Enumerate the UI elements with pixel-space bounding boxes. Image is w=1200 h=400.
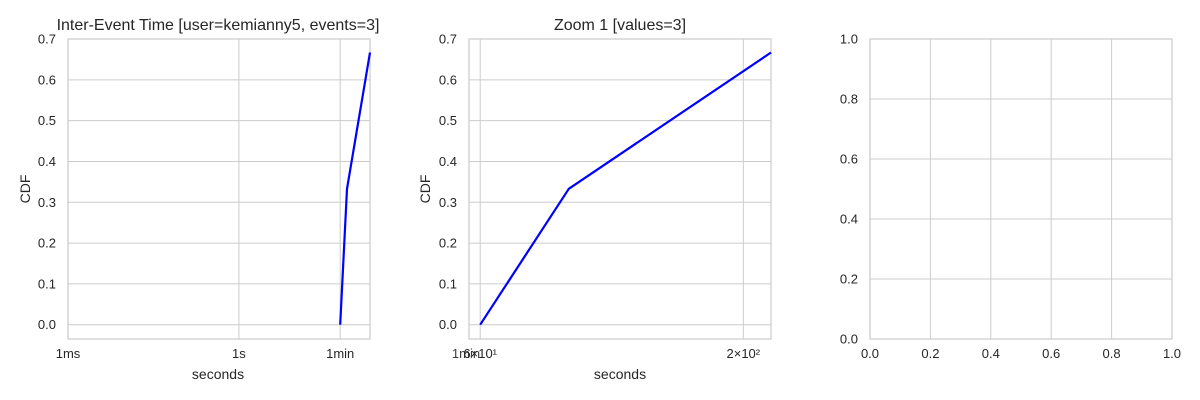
x-tick-labels-2: 6×10¹ 2×10² bbox=[463, 346, 760, 361]
x-tick-label: 0.4 bbox=[982, 346, 1000, 361]
y-axis-label-1: CDF bbox=[17, 175, 33, 204]
y-tick-label: 0.0 bbox=[439, 317, 457, 332]
y-tick-label: 0.0 bbox=[840, 332, 858, 347]
y-tick-label: 0.0 bbox=[38, 317, 56, 332]
x-tick-label: 1min bbox=[326, 346, 354, 361]
series-layer-2 bbox=[479, 51, 772, 326]
x-tick-labels-1: 1ms 1s 1min bbox=[56, 346, 355, 361]
panel-inter-event-time: 0.0 0.1 0.2 0.3 0.4 0.5 0.6 0.7 1ms 1s 1min Inter… bbox=[17, 17, 379, 382]
panel-empty: 0.0 0.2 0.4 0.6 0.8 1.0 0.0 0.2 0.4 0.6 0.8 1.0 bbox=[840, 32, 1181, 362]
plot-frame-2 bbox=[468, 38, 772, 340]
plot-frame-3 bbox=[869, 38, 1173, 340]
y-tick-label: 0.5 bbox=[38, 113, 56, 128]
y-tick-label: 0.2 bbox=[439, 236, 457, 251]
chart-title-2: Zoom 1 [values=3] bbox=[554, 17, 686, 34]
grid-lines-1 bbox=[67, 38, 370, 339]
y-tick-label: 0.6 bbox=[840, 152, 858, 167]
y-tick-label: 0.1 bbox=[38, 276, 56, 291]
y-tick-label: 0.3 bbox=[38, 195, 56, 210]
x-axis-label-1: seconds bbox=[192, 366, 244, 382]
y-tick-label: 0.6 bbox=[439, 72, 457, 87]
y-axis-label-2: CDF bbox=[417, 175, 433, 204]
grid-lines-2 bbox=[469, 38, 771, 339]
x-tick-label-overlap: 1min bbox=[452, 346, 480, 361]
y-tick-label: 0.2 bbox=[38, 236, 56, 251]
x-tick-label: 6×10¹ bbox=[463, 346, 497, 361]
y-tick-label: 0.6 bbox=[38, 72, 56, 87]
x-tick-label: 1ms bbox=[56, 346, 81, 361]
y-tick-label: 0.7 bbox=[439, 32, 457, 47]
panel-zoom-1: 0.0 0.1 0.2 0.3 0.4 0.5 0.6 0.7 6×10¹ 2×10² 1min… bbox=[417, 17, 772, 382]
x-tick-label: 0.6 bbox=[1042, 346, 1060, 361]
chart-title-1: Inter-Event Time [user=kemianny5, events… bbox=[57, 17, 380, 34]
y-tick-label: 0.1 bbox=[439, 276, 457, 291]
y-tick-label: 0.3 bbox=[439, 195, 457, 210]
cdf-series-line bbox=[339, 52, 372, 325]
y-tick-label: 0.4 bbox=[38, 154, 56, 169]
grid-lines-3 bbox=[869, 38, 1173, 340]
y-tick-label: 0.5 bbox=[439, 113, 457, 128]
y-tick-labels-2: 0.0 0.1 0.2 0.3 0.4 0.5 0.6 0.7 bbox=[439, 32, 457, 333]
x-tick-labels-3: 0.0 0.2 0.4 0.6 0.8 1.0 bbox=[861, 346, 1181, 361]
x-tick-label: 0.2 bbox=[921, 346, 939, 361]
y-tick-label: 0.4 bbox=[840, 212, 858, 227]
y-tick-label: 0.2 bbox=[840, 272, 858, 287]
series-layer-1 bbox=[339, 52, 372, 325]
x-tick-label: 0.0 bbox=[861, 346, 879, 361]
cdf-series-line bbox=[479, 51, 772, 326]
y-tick-label: 0.7 bbox=[38, 32, 56, 47]
x-tick-label: 0.8 bbox=[1103, 346, 1121, 361]
y-tick-label: 0.4 bbox=[439, 154, 457, 169]
x-tick-label: 1.0 bbox=[1163, 346, 1181, 361]
y-tick-labels-3: 0.0 0.2 0.4 0.6 0.8 1.0 bbox=[840, 32, 858, 347]
y-tick-label: 0.8 bbox=[840, 92, 858, 107]
x-axis-label-2: seconds bbox=[594, 366, 646, 382]
plot-frame-1 bbox=[67, 38, 371, 340]
y-tick-label: 1.0 bbox=[840, 32, 858, 47]
y-tick-labels-1: 0.0 0.1 0.2 0.3 0.4 0.5 0.6 0.7 bbox=[38, 32, 56, 333]
x-tick-label: 1s bbox=[232, 346, 246, 361]
x-tick-label: 2×10² bbox=[727, 346, 761, 361]
